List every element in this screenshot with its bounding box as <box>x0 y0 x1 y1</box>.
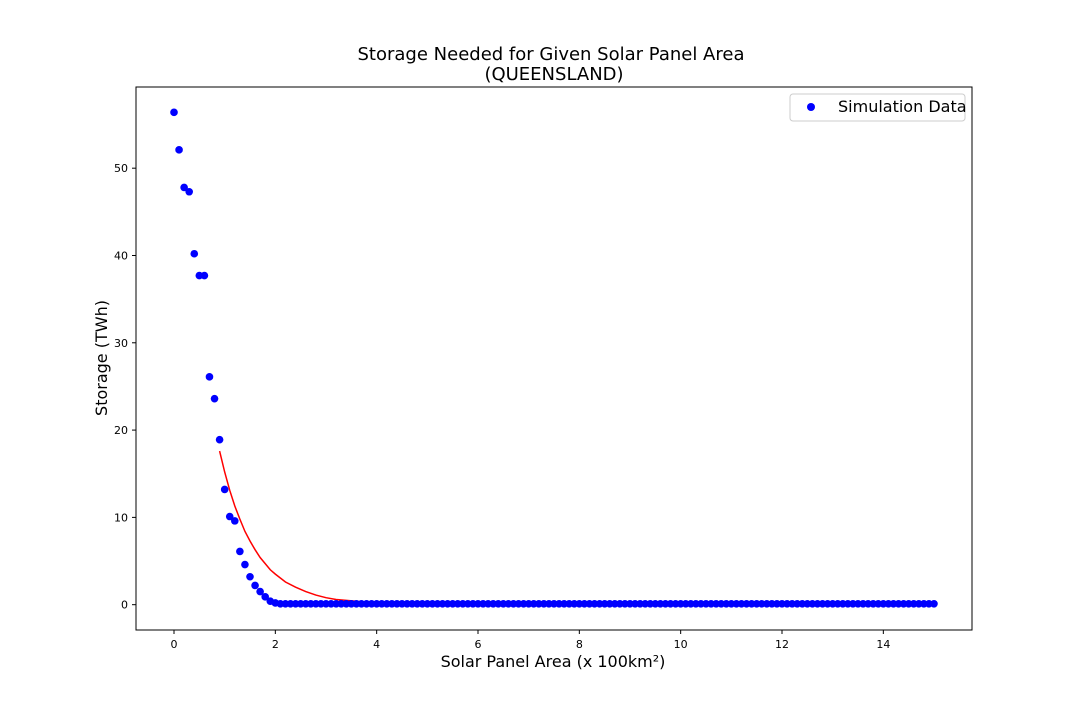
data-point-simulation-data <box>185 187 193 196</box>
y-tick-label: 0 <box>121 599 128 612</box>
data-point-simulation-data <box>231 517 239 525</box>
chart-subtitle: (QUEENSLAND) <box>484 64 623 85</box>
y-tick-label: 30 <box>114 337 128 350</box>
chart-title: Storage Needed for Given Solar Panel Are… <box>358 44 745 65</box>
y-tick-label: 40 <box>114 249 128 262</box>
plot-area: 0 2 4 6 8 10 12 14 0 10 20 30 40 50 <box>114 86 973 651</box>
data-point-simulation-data <box>930 600 938 608</box>
y-axis-label: Storage (TWh) <box>92 300 111 416</box>
y-tick-label: 50 <box>114 162 128 175</box>
fit-curve-line <box>218 450 934 604</box>
plot-frame <box>135 86 973 631</box>
y-tick-label: 10 <box>114 511 128 524</box>
x-tick-label: 6 <box>475 638 482 651</box>
x-tick-label: 10 <box>674 638 688 651</box>
data-point-simulation-data <box>205 373 214 381</box>
legend-box <box>789 93 966 122</box>
data-point-simulation-data <box>220 485 229 494</box>
x-tick-label: 14 <box>876 638 890 651</box>
x-tick-label: 0 <box>171 638 178 651</box>
x-tick-label: 4 <box>373 638 380 651</box>
data-point-simulation-data <box>225 512 234 521</box>
data-point-simulation-data <box>241 560 249 569</box>
data-point-simulation-data <box>170 108 178 117</box>
y-tick-label: 20 <box>114 424 128 437</box>
data-point-simulation-data <box>180 183 188 192</box>
x-tick-label: 12 <box>775 638 789 651</box>
data-point-simulation-data <box>210 394 219 403</box>
x-tick-label: 8 <box>576 638 583 651</box>
data-point-simulation-data <box>256 587 264 596</box>
x-axis-label: Solar Panel Area (x 100km²) <box>441 652 666 671</box>
data-point-simulation-data <box>246 572 254 581</box>
data-point-simulation-data <box>175 146 183 154</box>
x-tick-label: 2 <box>272 638 279 651</box>
legend-marker-simulation-data <box>807 103 815 111</box>
data-point-simulation-data <box>200 271 209 280</box>
data-point-simulation-data <box>215 435 224 444</box>
data-point-simulation-data <box>261 593 270 601</box>
data-point-simulation-data <box>251 581 259 590</box>
data-point-simulation-data <box>236 547 244 556</box>
legend: Simulation Data <box>789 93 967 122</box>
data-point-simulation-data <box>190 249 199 258</box>
legend-label-simulation-data: Simulation Data <box>838 97 967 116</box>
